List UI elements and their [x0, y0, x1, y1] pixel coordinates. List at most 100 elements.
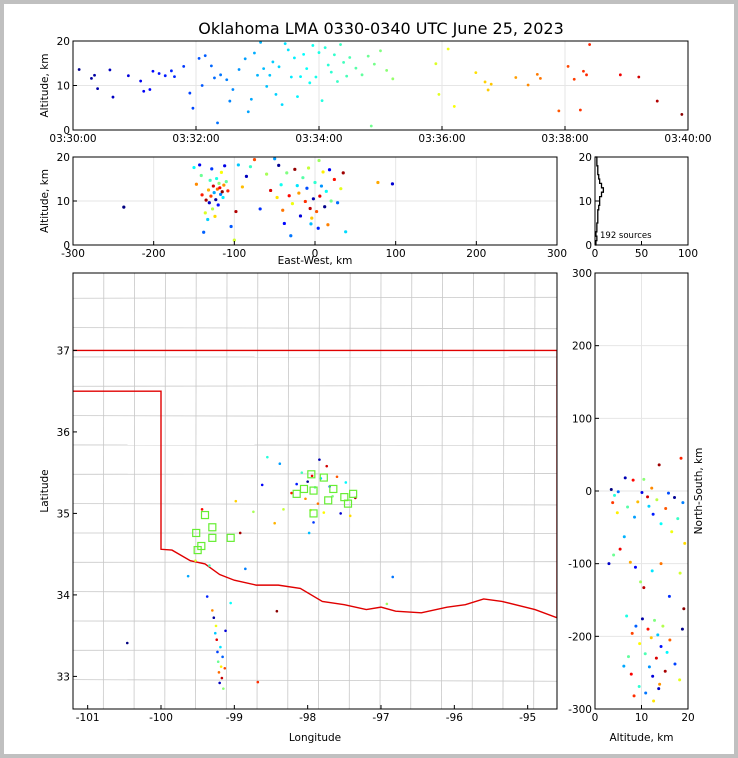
- altitude-tick-label: 20: [57, 152, 70, 164]
- source-point: [125, 641, 129, 645]
- source-point: [273, 157, 277, 161]
- longitude-tick-label: -98: [299, 712, 316, 724]
- source-point: [585, 73, 588, 77]
- source-point: [390, 182, 395, 186]
- source-point: [191, 106, 195, 110]
- source-point: [657, 463, 661, 467]
- source-point: [249, 97, 253, 101]
- longitude-tick-label: -101: [76, 712, 100, 724]
- altitude-tick-label: 10: [57, 196, 70, 208]
- source-point: [628, 560, 632, 564]
- source-point: [613, 493, 617, 497]
- source-point: [170, 69, 173, 73]
- latitude-tick-label: 35: [57, 508, 70, 520]
- source-point: [310, 216, 314, 220]
- source-point: [148, 88, 152, 91]
- lma-figure: Oklahoma LMA 0330-0340 UTC June 25, 2023…: [39, 19, 712, 744]
- source-point: [578, 108, 582, 112]
- source-point: [275, 195, 279, 200]
- source-point: [173, 75, 176, 78]
- source-point: [216, 121, 219, 125]
- source-point: [434, 62, 438, 66]
- source-point: [279, 183, 283, 187]
- source-point: [622, 535, 626, 539]
- source-point: [234, 499, 238, 503]
- source-point: [213, 76, 216, 80]
- source-point: [319, 184, 324, 188]
- source-point: [246, 110, 250, 114]
- source-point: [657, 687, 661, 691]
- source-point: [260, 483, 264, 487]
- altitude-tick-label: 20: [579, 152, 592, 164]
- source-point: [659, 562, 663, 566]
- source-point: [607, 562, 611, 566]
- source-point: [638, 642, 642, 646]
- y-axis-label: North-South, km: [693, 448, 705, 535]
- source-point: [237, 68, 241, 71]
- source-point: [142, 89, 146, 93]
- source-point: [324, 189, 328, 193]
- source-point: [281, 208, 285, 212]
- time-tick-label: 03:36:00: [418, 133, 465, 145]
- source-point: [663, 669, 667, 673]
- source-point: [262, 67, 266, 70]
- source-point: [633, 515, 637, 519]
- source-point: [299, 75, 302, 78]
- source-point: [625, 614, 629, 618]
- source-point: [214, 198, 218, 202]
- source-point: [258, 207, 262, 211]
- source-point: [339, 43, 342, 46]
- lma-station-marker: [299, 484, 309, 494]
- histogram-line: [595, 156, 605, 246]
- source-point: [305, 186, 309, 190]
- source-point: [670, 530, 674, 534]
- source-point: [391, 77, 395, 81]
- source-point: [360, 73, 364, 77]
- source-point: [622, 664, 626, 668]
- source-point: [651, 512, 655, 516]
- source-point: [204, 198, 208, 202]
- lma-station-marker: [192, 528, 201, 538]
- source-point: [557, 109, 561, 113]
- source-point: [293, 56, 296, 60]
- source-point: [437, 93, 441, 96]
- lma-station-marker: [208, 533, 217, 542]
- source-point: [290, 202, 295, 206]
- source-point: [348, 514, 352, 518]
- longitude-tick-label: -100: [149, 712, 173, 724]
- y-axis-label: Altitude, km: [39, 53, 51, 117]
- source-point: [643, 652, 647, 656]
- map-layer: [73, 273, 557, 709]
- x-axis-label: Longitude: [289, 732, 341, 744]
- x-axis-label: Altitude, km: [609, 732, 673, 744]
- source-point: [379, 49, 382, 53]
- altitude-tick-label: 0: [592, 712, 599, 724]
- source-point: [311, 44, 315, 47]
- source-point: [305, 67, 309, 70]
- source-point: [332, 53, 336, 57]
- source-point: [649, 636, 653, 640]
- ew-tick-label: -200: [142, 248, 166, 260]
- x-axis-label: East-West, km: [278, 255, 353, 267]
- altitude-tick-label: 0: [63, 240, 70, 252]
- lma-station-marker: [324, 496, 333, 505]
- y-axis-label: Latitude: [39, 469, 51, 512]
- source-point: [229, 601, 232, 605]
- source-point: [215, 187, 219, 191]
- source-point: [618, 547, 622, 551]
- source-point: [209, 64, 213, 68]
- source-point: [313, 180, 317, 185]
- source-point: [220, 676, 224, 680]
- source-point: [300, 471, 304, 474]
- source-point: [326, 223, 330, 227]
- source-point: [308, 206, 312, 211]
- source-point: [344, 481, 348, 484]
- source-point: [232, 238, 236, 242]
- ns-tick-label: 0: [585, 486, 592, 498]
- source-point: [348, 56, 352, 59]
- source-point: [391, 575, 395, 579]
- lma-station-marker: [319, 473, 328, 482]
- source-point: [203, 54, 207, 58]
- figure-title: Oklahoma LMA 0330-0340 UTC June 25, 2023: [198, 19, 564, 38]
- county-border: [73, 385, 557, 387]
